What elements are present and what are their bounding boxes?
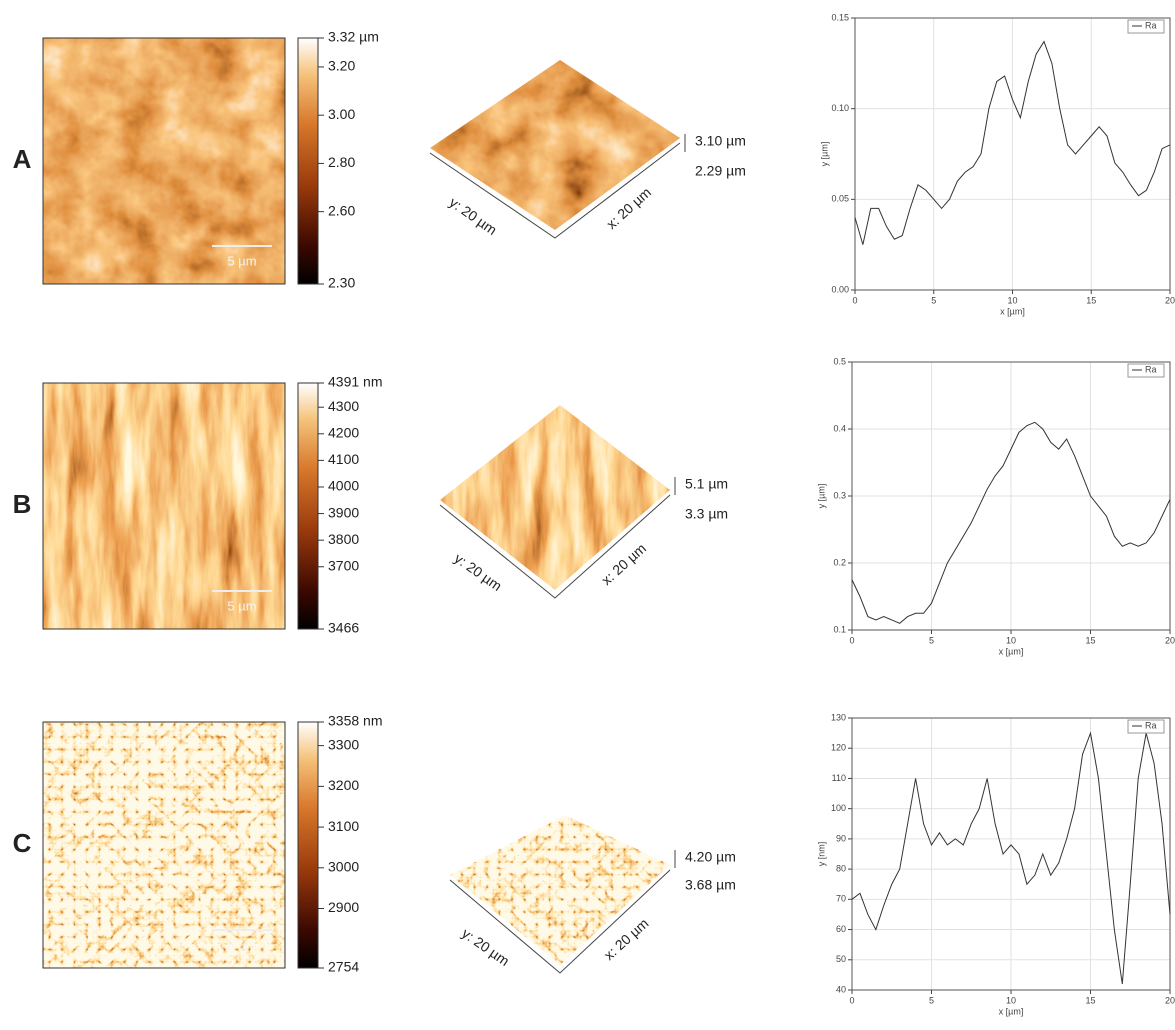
colorbar-label: 4100: [328, 451, 359, 467]
colorbar-label: 3.20: [328, 58, 355, 74]
x-axis-label: x [µm]: [1000, 306, 1025, 316]
y-tick-label: 130: [831, 712, 846, 722]
x-axis-3d-label: x: 20 µm: [598, 540, 649, 588]
colorbar-label: 4200: [328, 424, 359, 440]
colorbar-label: 2.60: [328, 202, 355, 218]
y-axis-3d-label: y: 20 µm: [452, 550, 505, 594]
x-tick-label: 15: [1085, 995, 1095, 1005]
x-tick-label: 5: [931, 295, 936, 305]
colorbar-label: 3358 nm: [328, 713, 382, 729]
x-tick-label: 15: [1085, 635, 1095, 645]
z-bottom-label: 2.29 µm: [695, 163, 746, 179]
colorbar-label: 2900: [328, 899, 359, 915]
x-tick-label: 5: [929, 995, 934, 1005]
row-label: C: [13, 828, 32, 858]
x-tick-label: 10: [1006, 635, 1016, 645]
row-label: B: [13, 489, 32, 519]
colorbar-label: 3200: [328, 777, 359, 793]
y-tick-label: 0.1: [833, 624, 846, 634]
x-tick-label: 0: [849, 635, 854, 645]
y-axis-3d-label: y: 20 µm: [459, 925, 512, 969]
legend-label: Ra: [1145, 364, 1157, 374]
colorbar-label: 4300: [328, 398, 359, 414]
legend-label: Ra: [1145, 720, 1157, 730]
scale-bar-label: 5 µm: [227, 937, 256, 952]
y-tick-label: 90: [836, 833, 846, 843]
x-tick-label: 20: [1165, 295, 1175, 305]
colorbar-label: 3800: [328, 531, 359, 547]
y-tick-label: 60: [836, 924, 846, 934]
colorbar-label: 3900: [328, 504, 359, 520]
y-tick-label: 0.3: [833, 490, 846, 500]
y-tick-label: 0.4: [833, 423, 846, 433]
x-tick-label: 15: [1086, 295, 1096, 305]
y-tick-label: 110: [832, 773, 846, 783]
colorbar: [298, 383, 318, 629]
y-tick-label: 0.05: [831, 194, 849, 204]
colorbar-label: 3100: [328, 818, 359, 834]
colorbar: [298, 38, 318, 284]
z-top-label: 3.10 µm: [695, 133, 746, 149]
y-tick-label: 0.15: [831, 12, 849, 22]
y-tick-label: 40: [836, 984, 846, 994]
y-tick-label: 80: [836, 863, 846, 873]
colorbar-label: 3466: [328, 620, 359, 636]
colorbar-label: 3.32 µm: [328, 29, 379, 45]
colorbar-label: 3300: [328, 736, 359, 752]
x-tick-label: 0: [852, 295, 857, 305]
figure: A 5 µm 3.32 µm 3.20 3.00 2.80 2.60 2.30 3.10 µm 2…: [0, 0, 1175, 1030]
colorbar-label: 2.30: [328, 275, 355, 291]
x-axis-3d-label: x: 20 µm: [601, 915, 652, 963]
afm-image: [43, 38, 285, 284]
y-tick-label: 50: [836, 954, 846, 964]
colorbar-label: 3000: [328, 859, 359, 875]
colorbar-label: 3700: [328, 557, 359, 573]
y-tick-label: 0.2: [833, 557, 846, 567]
x-tick-label: 5: [929, 635, 934, 645]
scale-bar-label: 5 µm: [227, 598, 256, 613]
colorbar-label: 3.00: [328, 106, 355, 122]
legend-label: Ra: [1145, 20, 1157, 30]
afm-image: [43, 383, 285, 629]
colorbar-label: 2.80: [328, 154, 355, 170]
z-top-label: 5.1 µm: [685, 476, 728, 492]
z-top-label: 4.20 µm: [685, 849, 736, 865]
x-axis-label: x [µm]: [999, 1006, 1024, 1016]
row-label: A: [13, 144, 32, 174]
x-tick-label: 10: [1006, 995, 1016, 1005]
colorbar-label: 4000: [328, 478, 359, 494]
z-bottom-label: 3.68 µm: [685, 877, 736, 893]
scale-bar-label: 5 µm: [227, 253, 256, 268]
x-axis-3d-label: x: 20 µm: [603, 184, 654, 232]
y-tick-label: 0.00: [831, 284, 849, 294]
y-tick-label: 0.10: [831, 103, 849, 113]
z-bottom-label: 3.3 µm: [685, 506, 728, 522]
colorbar: [298, 722, 318, 968]
x-tick-label: 20: [1165, 635, 1175, 645]
y-tick-label: 120: [831, 743, 846, 753]
y-axis-label: y [µm]: [816, 484, 826, 509]
x-tick-label: 20: [1165, 995, 1175, 1005]
x-axis-label: x [µm]: [999, 646, 1024, 656]
y-tick-label: 70: [836, 894, 846, 904]
y-axis-label: y [µm]: [819, 142, 829, 167]
afm-image: [43, 722, 285, 968]
y-tick-label: 0.5: [833, 356, 846, 366]
x-tick-label: 0: [849, 995, 854, 1005]
colorbar-label: 4391 nm: [328, 374, 382, 390]
y-tick-label: 100: [831, 803, 846, 813]
page: A 5 µm 3.32 µm 3.20 3.00 2.80 2.60 2.30 3.10 µm 2…: [0, 0, 1175, 1030]
x-tick-label: 10: [1007, 295, 1017, 305]
colorbar-label: 2754: [328, 959, 359, 975]
y-axis-label: y [nm]: [816, 842, 826, 867]
y-axis-3d-label: y: 20 µm: [447, 194, 500, 238]
